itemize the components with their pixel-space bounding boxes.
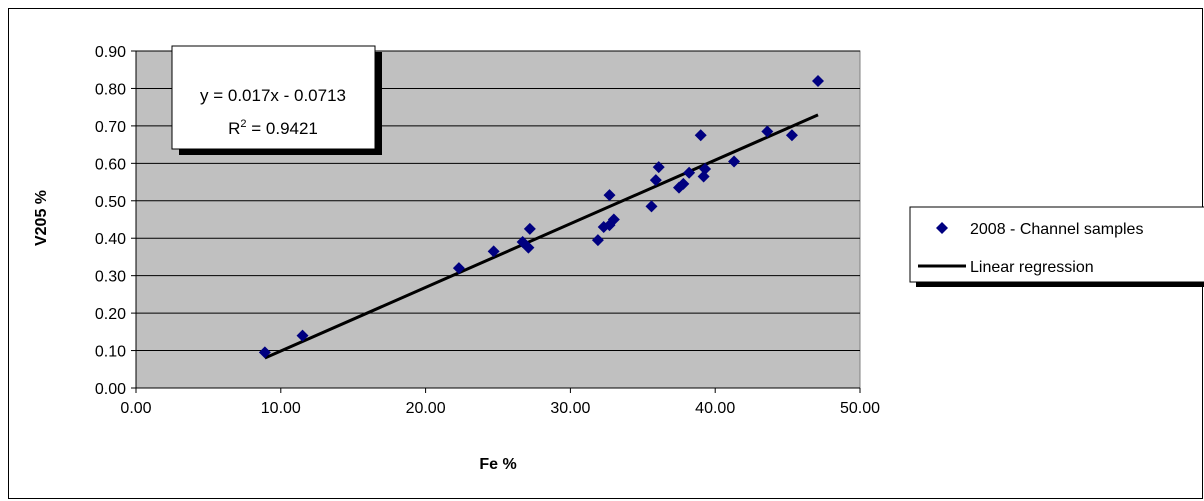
axes: 0.00 0.10 0.20 0.30 0.40 0.50 0.60 0.70 0.80 0.90… — [95, 44, 880, 417]
data-point — [603, 189, 616, 202]
data-point — [785, 129, 798, 142]
y-tick-label: 0.30 — [95, 269, 126, 286]
r-squared-r: R — [228, 119, 240, 138]
y-tick-label: 0.00 — [95, 381, 126, 398]
data-point — [652, 161, 665, 174]
gridlines — [136, 50, 860, 352]
data-point — [452, 262, 465, 275]
data-point — [645, 200, 658, 213]
y-tick-label: 0.80 — [95, 81, 126, 98]
data-point — [523, 222, 536, 235]
legend-box — [909, 206, 1204, 283]
data-point — [699, 162, 712, 175]
regression-equation-box: y = 0.017x - 0.0713 R2 = 0.9421 — [171, 45, 382, 155]
r-squared-label: R2 = 0.9421 — [228, 118, 318, 138]
x-axis-title: Fe % — [479, 456, 516, 473]
data-point — [728, 155, 741, 168]
data-point — [649, 174, 662, 187]
r-squared-superscript: 2 — [240, 118, 246, 130]
regression-line — [264, 113, 819, 360]
data-point — [677, 177, 690, 190]
legend-label-samples: 2008 - Channel samples — [970, 221, 1143, 238]
y-tick-label: 0.90 — [95, 44, 126, 61]
y-tick-label: 0.60 — [95, 156, 126, 173]
data-point — [487, 245, 500, 258]
regression-equation: y = 0.017x - 0.0713 — [200, 86, 346, 105]
legend-label-regression: Linear regression — [970, 259, 1094, 276]
y-axis-title: V205 % — [33, 190, 50, 246]
data-point — [761, 125, 774, 138]
y-tick-label: 0.70 — [95, 119, 126, 136]
r-squared-value: = 0.9421 — [247, 119, 318, 138]
legend: 2008 - Channel samples Linear regression — [909, 206, 1204, 287]
y-tick-label: 0.40 — [95, 231, 126, 248]
y-tick-label: 0.50 — [95, 194, 126, 211]
data-point — [607, 213, 620, 226]
legend-diamond-marker — [936, 222, 948, 234]
x-tick-label: 10.00 — [261, 400, 301, 417]
x-tick-label: 40.00 — [695, 400, 735, 417]
x-tick-label: 50.00 — [840, 400, 880, 417]
y-tick-label: 0.10 — [95, 344, 126, 361]
data-point — [591, 234, 604, 247]
data-point — [258, 346, 271, 359]
equation-box — [171, 45, 376, 150]
data-point — [812, 74, 825, 87]
x-tick-label: 0.00 — [120, 400, 151, 417]
data-point — [296, 329, 309, 342]
x-tick-label: 30.00 — [550, 400, 590, 417]
data-point — [683, 166, 696, 179]
data-point — [522, 241, 535, 254]
data-series — [258, 74, 825, 360]
data-point — [697, 170, 710, 183]
x-tick-label: 20.00 — [406, 400, 446, 417]
data-point — [694, 129, 707, 142]
y-tick-label: 0.20 — [95, 306, 126, 323]
